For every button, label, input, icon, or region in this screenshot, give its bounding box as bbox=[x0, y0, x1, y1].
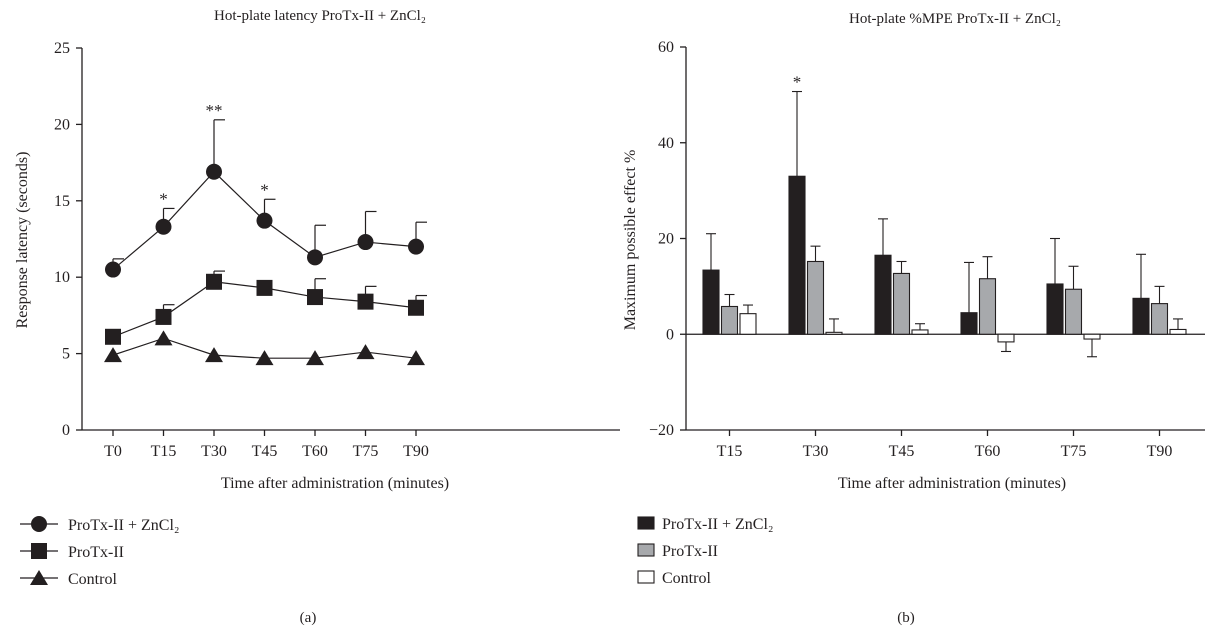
chart-a-data-point bbox=[356, 344, 375, 360]
chart-a-y-tick-label: 25 bbox=[54, 40, 70, 57]
chart-a-data-point bbox=[256, 279, 273, 296]
chart-a-title: Hot-plate latency ProTx-II + ZnCl₂ bbox=[214, 8, 426, 24]
chart-b-x-tick-label: T75 bbox=[1061, 443, 1087, 460]
chart-b-x-tick-label: T45 bbox=[889, 443, 915, 460]
chart-b-bar bbox=[1064, 288, 1083, 335]
chart-a-y-tick-label: 15 bbox=[54, 193, 70, 210]
chart-a-x-tick-label: T0 bbox=[104, 443, 122, 460]
chart-b-legend-swatch bbox=[637, 543, 655, 557]
chart-a-data-point bbox=[105, 328, 121, 345]
chart-b-bar bbox=[978, 278, 997, 335]
chart-b-y-tick-label: 20 bbox=[658, 231, 674, 248]
chart-a-legend-label: ProTx-II + ZnCl₂ bbox=[68, 517, 179, 534]
chart-a-data-point bbox=[154, 330, 173, 346]
chart-b-x-tick-label: T30 bbox=[803, 443, 829, 460]
chart-a-legend-label: Control bbox=[68, 571, 117, 588]
chart-a-data-point bbox=[105, 261, 121, 278]
chart-b-ylabel: Maximum possible effect % bbox=[622, 150, 639, 331]
chart-b-bar bbox=[1083, 333, 1101, 340]
chart-b-bar bbox=[788, 175, 806, 335]
chart-b-bar bbox=[960, 312, 978, 335]
chart-a-data-point bbox=[256, 212, 273, 229]
chart-b-bar bbox=[702, 269, 720, 335]
chart-b-xlabel: Time after administration (minutes) bbox=[838, 475, 1066, 492]
chart-a-panel-label: (a) bbox=[300, 610, 317, 626]
chart-b-y-tick-label: 0 bbox=[666, 326, 674, 343]
chart-a-x-tick-label: T45 bbox=[252, 443, 278, 460]
chart-b-bar bbox=[739, 313, 757, 335]
chart-a-y-tick-label: 5 bbox=[62, 346, 70, 363]
chart-a-y-tick-label: 0 bbox=[62, 422, 70, 439]
chart-a-x-tick-label: T90 bbox=[403, 443, 429, 460]
chart-a-data-point bbox=[408, 299, 424, 316]
chart-a-significance-mark: * bbox=[260, 180, 269, 199]
chart-b-plot: −20 0 20 40 60 T15 T30 T45 T60 T75 T90 * bbox=[649, 39, 1205, 460]
chart-b-bar bbox=[1169, 328, 1187, 335]
chart-a-data-point bbox=[408, 238, 424, 255]
chart-a-data-point bbox=[206, 163, 222, 180]
chart-a-x-tick-label: T75 bbox=[353, 443, 379, 460]
chart-a-x-tick-label: T30 bbox=[201, 443, 227, 460]
chart-a-legend-label: ProTx-II bbox=[68, 544, 124, 561]
chart-b-bar bbox=[1132, 297, 1150, 335]
chart-a-data-point bbox=[306, 350, 324, 366]
chart-a-significance-mark: * bbox=[159, 189, 168, 208]
chart-a-significance-mark: ** bbox=[206, 101, 223, 120]
chart-a-data-point bbox=[357, 234, 374, 251]
chart-b-legend: ProTx-II + ZnCl₂ ProTx-II Control bbox=[637, 516, 773, 587]
chart-a-data-point bbox=[357, 293, 374, 310]
chart-a-x-tick-label: T60 bbox=[302, 443, 328, 460]
chart-b-legend-label: Control bbox=[662, 570, 711, 587]
chart-b-bar bbox=[720, 305, 739, 335]
chart-b-bar bbox=[825, 331, 843, 335]
chart-b-x-tick-label: T15 bbox=[717, 443, 743, 460]
chart-b-bar bbox=[874, 254, 892, 335]
chart-a-legend-marker bbox=[31, 543, 47, 559]
chart-a-legend: ProTx-II + ZnCl₂ ProTx-II Control bbox=[20, 516, 179, 588]
chart-a-x-tick-label: T15 bbox=[151, 443, 177, 460]
chart-a-legend-marker bbox=[31, 516, 47, 532]
chart-b-bar bbox=[892, 272, 911, 335]
chart-b-significance-mark: * bbox=[793, 73, 802, 92]
chart-b-y-tick-label: 40 bbox=[658, 135, 674, 152]
chart-a-data-point bbox=[407, 350, 425, 366]
chart-a-ylabel: Response latency (seconds) bbox=[14, 152, 31, 329]
chart-b-title: Hot-plate %MPE ProTx-II + ZnCl₂ bbox=[849, 11, 1061, 27]
chart-b-x-tick-label: T60 bbox=[975, 443, 1001, 460]
chart-a-data-point bbox=[155, 218, 172, 235]
chart-b-bar bbox=[1046, 283, 1064, 335]
chart-b-legend-swatch bbox=[637, 570, 655, 584]
chart-b-y-tick-label: 60 bbox=[658, 39, 674, 56]
chart-b-x-tick-label: T90 bbox=[1147, 443, 1173, 460]
chart-a-data-point bbox=[205, 347, 223, 363]
chart-b-bar bbox=[806, 260, 825, 335]
chart-a-data-point bbox=[307, 289, 323, 306]
chart-b-bar bbox=[997, 333, 1015, 343]
chart-a-data-point bbox=[104, 347, 122, 363]
chart-a-y-tick-label: 20 bbox=[54, 116, 70, 133]
chart-b-bar bbox=[1150, 303, 1169, 335]
chart-a-data-point bbox=[255, 350, 274, 366]
chart-b-bar bbox=[911, 329, 929, 335]
chart-a-xlabel: Time after administration (minutes) bbox=[221, 475, 449, 492]
chart-b-legend-swatch bbox=[637, 516, 655, 530]
chart-b-legend-label: ProTx-II + ZnCl₂ bbox=[662, 516, 773, 533]
chart-a-data-point bbox=[155, 308, 172, 325]
chart-a-data-point bbox=[206, 273, 222, 290]
chart-a-data-point bbox=[307, 249, 323, 266]
chart-b-panel-label: (b) bbox=[897, 610, 915, 626]
chart-a-legend-marker bbox=[30, 570, 48, 585]
chart-a-y-tick-label: 10 bbox=[54, 269, 70, 286]
chart-b-y-tick-label: −20 bbox=[649, 422, 674, 439]
chart-b-legend-label: ProTx-II bbox=[662, 543, 718, 560]
